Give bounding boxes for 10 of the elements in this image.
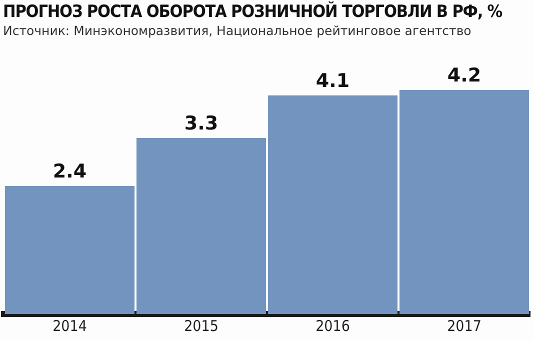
data-label: 4.1 [316, 70, 350, 92]
x-tick-label: 2014 [52, 316, 87, 335]
x-tick-label: 2015 [184, 316, 218, 335]
data-label: 3.3 [184, 112, 218, 134]
data-label: 4.2 [447, 64, 482, 86]
data-label: 2.4 [52, 160, 87, 182]
chart-title: ПРОГНОЗ РОСТА ОБОРОТА РОЗНИЧНОЙ ТОРГОВЛИ В РФ, % [3, 2, 502, 22]
chart-subtitle: Источник: Минэкономразвития, Национальное рейтинговое агентство [3, 23, 472, 38]
x-tick-label: 2016 [316, 316, 350, 335]
x-tick-label: 2017 [447, 316, 482, 335]
